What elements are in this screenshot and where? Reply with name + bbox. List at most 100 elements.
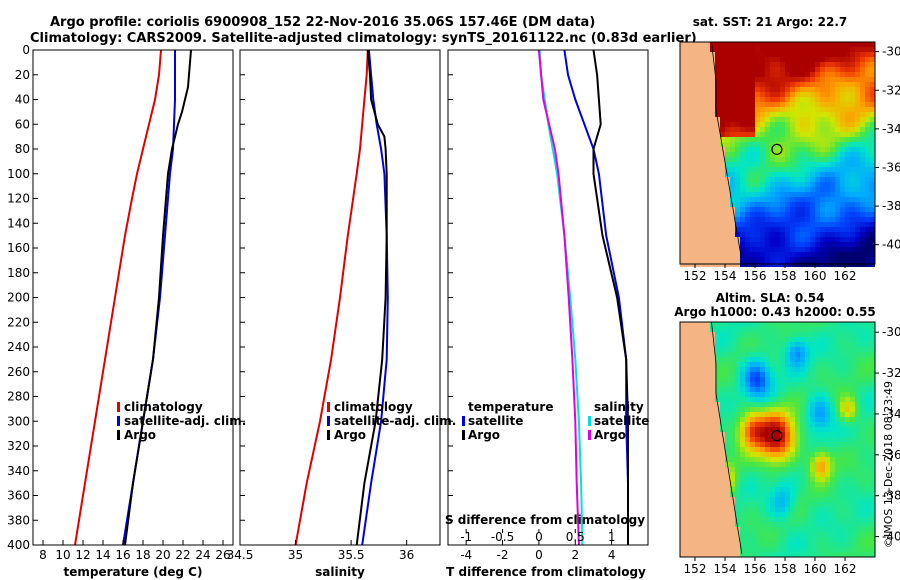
map-heatmap-cells: [680, 322, 875, 557]
map-y-tick-label: -38: [882, 199, 900, 213]
title-line-2: Climatology: CARS2009. Satellite-adjuste…: [30, 31, 697, 46]
y-tick-label: 20: [15, 68, 30, 82]
t-difference-xlabel: T difference from climatology: [446, 565, 646, 579]
salinity-xlabel: salinity: [315, 565, 365, 579]
map-y-tick-label: -34: [882, 122, 900, 136]
x-tick-label: 22: [175, 548, 190, 562]
legend-s-satellite: satellite: [594, 414, 649, 428]
map-y-tick-label: -32: [882, 366, 900, 380]
map-y-tick-label: -34: [882, 407, 900, 421]
map-y-tick-label: -30: [882, 325, 900, 339]
y-tick-label: 80: [15, 142, 30, 156]
y-tick-label: 160: [7, 241, 30, 255]
map-y-tick-label: -36: [882, 448, 900, 462]
map-y-tick-label: -32: [882, 83, 900, 97]
map-x-tick-label: 154: [714, 562, 737, 576]
sla-map: 152 154 156 158 160 162 -30 -32 -34 -36 -38 -40: [679, 321, 900, 576]
map-heatmap-cells: [680, 42, 875, 267]
x-tick-label: 4: [608, 548, 616, 562]
argo-position-marker: [771, 430, 783, 442]
x-tick-label: 35: [288, 548, 303, 562]
temperature-legend: climatology satellite-adj. clim. Argo: [117, 400, 246, 442]
x-tick-label: 12: [75, 548, 90, 562]
series-line-climatology: [294, 49, 369, 546]
map-y-tick-label: -30: [882, 45, 900, 59]
x-tick-label: 26: [215, 548, 230, 562]
y-tick-label: 400: [7, 538, 30, 552]
map-x-tick-label: 160: [804, 269, 827, 283]
x-tick-label: -0.5: [491, 530, 514, 544]
map-x-tick-label: 160: [804, 562, 827, 576]
x-tick-label: 35.5: [338, 548, 365, 562]
legend-t-satellite: satellite: [468, 414, 523, 428]
y-tick-label: 240: [7, 340, 30, 354]
x-tick-label: -4: [460, 548, 472, 562]
x-tick-label: 0: [535, 530, 543, 544]
legend-climatology: climatology: [124, 400, 203, 414]
x-tick-label: 0.5: [566, 530, 585, 544]
map-x-tick-label: 158: [774, 562, 797, 576]
x-tick-label: 14: [95, 548, 110, 562]
temperature-panel: 8 10 12 14 16 18 20 22 24 26 0 20 40 60 80 100 120 140 160…: [7, 43, 246, 579]
imos-stamp: ©IMOS 13-Dec-2018 08:23:49: [882, 381, 895, 548]
sst-map: 152 154 156 158 160 162 -30 -32 -34 -36 -38 -40: [679, 41, 900, 283]
y-tick-label: 220: [7, 315, 30, 329]
map-x-tick-label: 156: [744, 562, 767, 576]
map-x-tick-label: 162: [834, 269, 857, 283]
legend-temperature-title: temperature: [468, 400, 553, 414]
y-tick-label: 380: [7, 513, 30, 527]
legend-satellite: satellite-adj. clim.: [334, 414, 456, 428]
series-line-t-argo: [592, 49, 629, 545]
x-tick-label: 24: [195, 548, 210, 562]
coastline: [711, 41, 743, 263]
sla-map-title-2: Argo h1000: 0.43 h2000: 0.55: [674, 305, 875, 319]
legend-satellite: satellite-adj. clim.: [124, 414, 246, 428]
series-line-argo: [355, 49, 388, 546]
difference-legend: temperature satellite Argo salinity sate…: [462, 400, 649, 442]
series-line-argo: [124, 49, 192, 546]
x-tick-label: 10: [55, 548, 70, 562]
map-x-tick-label: 158: [774, 269, 797, 283]
temperature-xlabel: temperature (deg C): [64, 565, 203, 579]
x-tick-label: 8: [39, 548, 47, 562]
s-difference-xlabel: S difference from climatology: [445, 513, 645, 527]
x-tick-label: 2: [571, 548, 579, 562]
legend-argo: Argo: [124, 428, 156, 442]
y-tick-label: 100: [7, 167, 30, 181]
y-tick-label: 360: [7, 489, 30, 503]
x-tick-label: 0: [535, 548, 543, 562]
y-tick-label: 40: [15, 93, 30, 107]
map-y-tick-label: -38: [882, 489, 900, 503]
y-tick-label: 180: [7, 266, 30, 280]
y-tick-label: 60: [15, 117, 30, 131]
salinity-legend: climatology satellite-adj. clim. Argo: [327, 400, 456, 442]
x-tick-label: 16: [115, 548, 130, 562]
x-tick-label: -2: [497, 548, 509, 562]
map-x-tick-label: 152: [684, 269, 707, 283]
y-tick-label: 340: [7, 464, 30, 478]
x-tick-label: 1: [608, 530, 616, 544]
y-tick-label: 120: [7, 192, 30, 206]
sst-map-title: sat. SST: 21 Argo: 22.7: [693, 15, 847, 29]
map-y-tick-label: -36: [882, 160, 900, 174]
coastline: [711, 321, 743, 555]
x-tick-label: -1: [460, 530, 472, 544]
x-tick-label: 36: [399, 548, 414, 562]
map-x-tick-label: 156: [744, 269, 767, 283]
legend-s-argo: Argo: [594, 428, 626, 442]
y-tick-label: 140: [7, 216, 30, 230]
y-tick-label: 280: [7, 390, 30, 404]
x-tick-label: 34.5: [227, 548, 254, 562]
legend-climatology: climatology: [334, 400, 413, 414]
x-tick-label: 18: [135, 548, 150, 562]
y-tick-label: 0: [22, 43, 30, 57]
sla-map-title-1: Altim. SLA: 0.54: [716, 291, 825, 305]
map-x-tick-label: 162: [834, 562, 857, 576]
map-y-tick-label: -40: [882, 530, 900, 544]
legend-salinity-title: salinity: [594, 400, 644, 414]
y-tick-label: 200: [7, 291, 30, 305]
title-line-1: Argo profile: coriolis 6900908_152 22-No…: [50, 15, 595, 30]
x-tick-label: 20: [155, 548, 170, 562]
legend-t-argo: Argo: [468, 428, 500, 442]
